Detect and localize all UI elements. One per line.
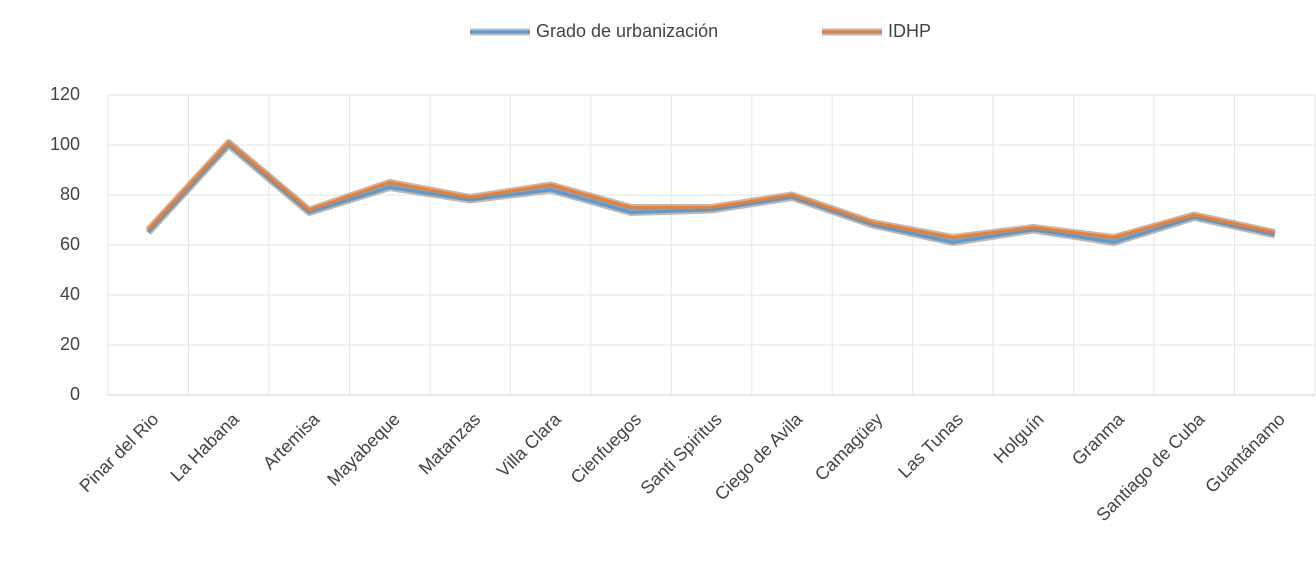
y-tick-label: 40	[60, 284, 80, 304]
x-tick-label: La Habana	[166, 408, 243, 485]
x-tick-label: Guantánamo	[1201, 409, 1289, 497]
x-tick-label: Pinar del Rio	[75, 409, 162, 496]
x-tick-label: Santi Spiritus	[637, 409, 726, 498]
y-tick-label: 120	[50, 84, 80, 104]
x-tick-label: Cienfuegos	[567, 409, 646, 488]
legend-label: IDHP	[888, 21, 931, 41]
series-line	[147, 141, 1276, 239]
line-shadow	[145, 141, 1276, 246]
x-tick-label: Artemisa	[259, 408, 324, 473]
y-tick-label: 60	[60, 234, 80, 254]
x-tick-label: Matanzas	[415, 409, 484, 478]
x-tick-label: Holguín	[990, 409, 1048, 467]
x-tick-label: Camagüey	[811, 409, 887, 485]
x-tick-label: Ciego de Avila	[711, 408, 807, 504]
y-tick-label: 100	[50, 134, 80, 154]
y-tick-label: 0	[70, 384, 80, 404]
x-tick-label: Villa Clara	[493, 408, 566, 481]
x-tick-label: Granma	[1068, 408, 1129, 469]
y-tick-label: 20	[60, 334, 80, 354]
x-tick-label: Las Tunas	[894, 409, 967, 482]
legend-label: Grado de urbanización	[536, 21, 718, 41]
series-line	[147, 143, 1276, 244]
y-tick-label: 80	[60, 184, 80, 204]
line-shadow	[145, 139, 1276, 241]
x-tick-label: Mayabeque	[323, 409, 404, 490]
